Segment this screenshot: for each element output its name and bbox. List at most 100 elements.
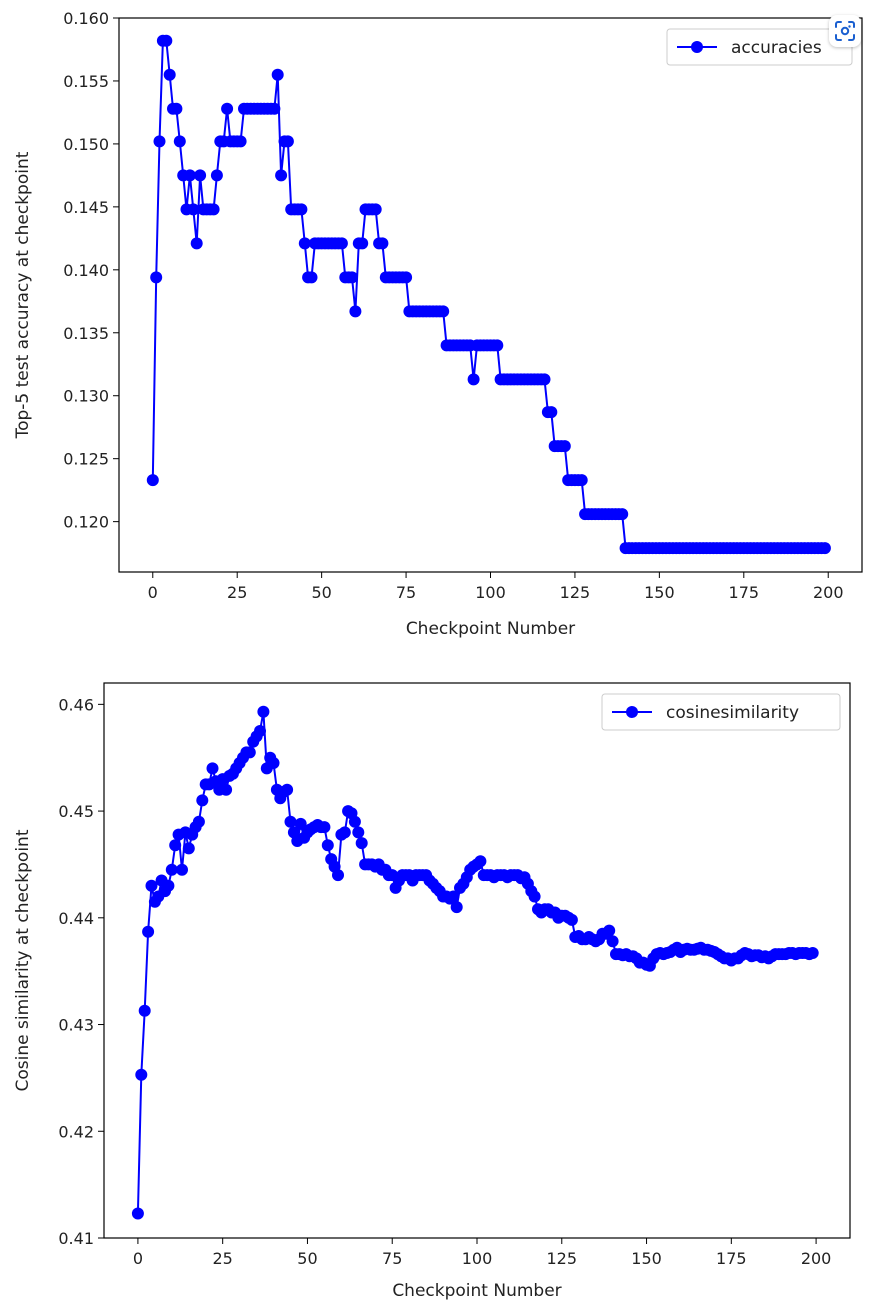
x-axis-label: Checkpoint Number bbox=[392, 1281, 561, 1301]
x-tick-label: 175 bbox=[729, 583, 760, 602]
x-tick-label: 25 bbox=[213, 1249, 233, 1268]
data-point bbox=[450, 901, 463, 914]
data-point bbox=[160, 34, 173, 47]
data-point bbox=[271, 68, 284, 81]
y-axis-label: Cosine similarity at checkpoint bbox=[13, 829, 33, 1091]
data-point bbox=[192, 815, 205, 828]
legend-marker bbox=[691, 41, 703, 53]
y-tick-label: 0.130 bbox=[63, 387, 109, 406]
data-point bbox=[348, 815, 361, 828]
data-point bbox=[163, 68, 176, 81]
x-tick-label: 200 bbox=[801, 1249, 832, 1268]
data-point bbox=[234, 135, 247, 148]
data-point bbox=[183, 169, 196, 182]
y-tick-label: 0.160 bbox=[63, 9, 109, 28]
x-tick-label: 125 bbox=[560, 583, 591, 602]
data-point bbox=[210, 169, 223, 182]
data-point bbox=[298, 237, 311, 250]
data-point bbox=[447, 890, 460, 903]
series-line-cosinesimilarity bbox=[136, 710, 814, 1214]
data-point bbox=[318, 821, 331, 834]
data-point bbox=[257, 705, 270, 718]
y-tick-label: 0.135 bbox=[63, 324, 109, 343]
data-point bbox=[173, 135, 186, 148]
data-point bbox=[565, 913, 578, 926]
x-tick-label: 75 bbox=[382, 1249, 402, 1268]
data-point bbox=[207, 203, 220, 216]
data-point bbox=[176, 863, 188, 876]
data-point bbox=[169, 839, 182, 852]
plot-frame bbox=[118, 17, 863, 573]
data-point bbox=[575, 474, 588, 487]
data-point bbox=[243, 746, 256, 759]
data-point bbox=[190, 237, 203, 250]
data-point bbox=[528, 890, 541, 903]
data-point bbox=[376, 237, 389, 250]
data-point bbox=[153, 135, 166, 148]
x-tick-label: 25 bbox=[227, 583, 247, 602]
data-point bbox=[818, 542, 831, 555]
data-point bbox=[281, 135, 294, 148]
data-point bbox=[806, 947, 819, 959]
x-axis-label: Checkpoint Number bbox=[406, 619, 575, 639]
y-tick-label: 0.140 bbox=[63, 261, 109, 280]
data-point bbox=[305, 271, 318, 284]
data-point bbox=[284, 815, 297, 828]
y-tick-label: 0.44 bbox=[58, 909, 94, 928]
data-point bbox=[194, 169, 207, 182]
data-point bbox=[294, 817, 307, 830]
x-tick-label: 200 bbox=[813, 583, 844, 602]
data-point bbox=[437, 305, 450, 318]
data-point bbox=[135, 1068, 148, 1081]
data-point bbox=[603, 924, 616, 937]
data-point bbox=[349, 305, 362, 318]
data-point bbox=[369, 203, 382, 216]
y-tick-label: 0.42 bbox=[58, 1122, 94, 1141]
legend-marker bbox=[626, 706, 638, 718]
data-point bbox=[196, 794, 209, 807]
data-point bbox=[131, 1207, 144, 1220]
y-tick-label: 0.125 bbox=[63, 450, 109, 469]
data-point bbox=[356, 237, 369, 250]
x-tick-label: 175 bbox=[716, 1249, 747, 1268]
data-point bbox=[162, 879, 175, 892]
data-point bbox=[474, 855, 487, 868]
data-point bbox=[150, 271, 163, 284]
legend-label: accuracies bbox=[731, 38, 822, 58]
y-tick-label: 0.155 bbox=[63, 72, 109, 91]
data-point bbox=[332, 869, 344, 882]
y-tick-label: 0.43 bbox=[58, 1016, 94, 1035]
series-line-accuracies bbox=[151, 39, 825, 550]
data-point bbox=[558, 440, 571, 453]
legend-box bbox=[666, 28, 853, 66]
data-point bbox=[400, 271, 413, 284]
data-point bbox=[545, 406, 558, 419]
data-point bbox=[268, 102, 281, 115]
data-point bbox=[352, 826, 365, 839]
data-point bbox=[606, 935, 619, 948]
data-point bbox=[206, 762, 219, 775]
data-point bbox=[220, 783, 233, 796]
accuracy-chart: 0 25 50 75 100 125 150 175 200 0.120 0.125 0.130 0.1… bbox=[13, 9, 863, 639]
data-point bbox=[165, 863, 178, 876]
legend-box bbox=[601, 693, 841, 731]
data-point bbox=[295, 203, 308, 216]
data-point bbox=[138, 1004, 151, 1017]
x-tick-label: 0 bbox=[148, 583, 158, 602]
x-tick-label: 100 bbox=[462, 1249, 493, 1268]
data-point bbox=[355, 837, 368, 850]
x-tick-label: 50 bbox=[311, 583, 331, 602]
x-tick-label: 150 bbox=[631, 1249, 662, 1268]
data-point bbox=[221, 102, 234, 115]
legend-label: cosinesimilarity bbox=[666, 703, 799, 723]
lens-button[interactable] bbox=[829, 15, 861, 47]
data-point bbox=[346, 271, 358, 284]
x-tick-label: 75 bbox=[396, 583, 416, 602]
y-tick-label: 0.45 bbox=[58, 802, 94, 821]
data-point bbox=[145, 879, 158, 892]
y-tick-label: 0.120 bbox=[63, 513, 109, 532]
data-point bbox=[146, 474, 159, 487]
data-point bbox=[267, 757, 280, 769]
data-point bbox=[281, 783, 294, 796]
